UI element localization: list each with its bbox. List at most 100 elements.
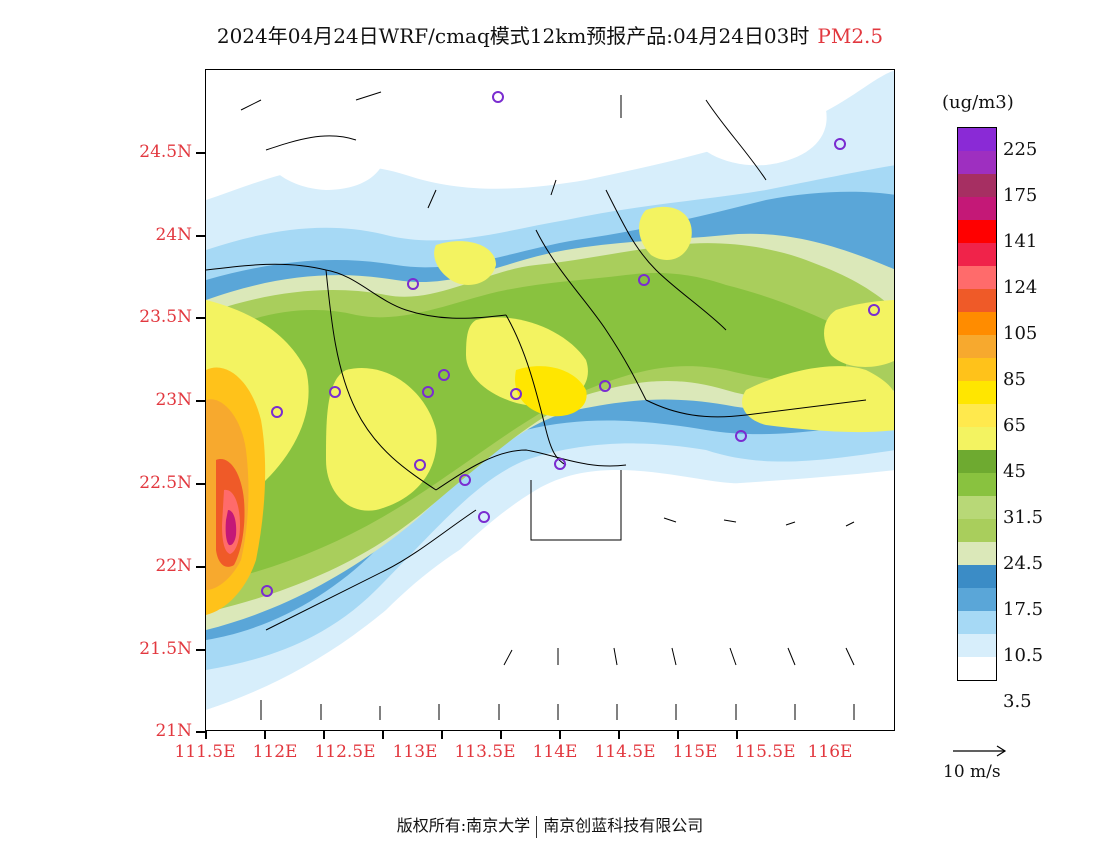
city-marker [834, 138, 846, 150]
color-bar-segment [958, 588, 996, 611]
boundary-5 [645, 399, 867, 418]
yellow-east [742, 366, 894, 433]
lat-label: 23.5N [139, 307, 192, 327]
lat-tick [196, 483, 205, 485]
yellow-northeast [824, 300, 894, 367]
color-bar-segment [958, 519, 996, 542]
city-marker [554, 458, 566, 470]
lon-tick [205, 731, 207, 739]
wind-arrow [240, 99, 262, 111]
city-marker [868, 304, 880, 316]
lat-tick [196, 152, 205, 154]
color-bar-segment [958, 565, 996, 588]
color-bar-segment [958, 542, 996, 565]
map-canvas [206, 70, 894, 730]
lon-label: 116E [807, 742, 853, 762]
color-bar-segment [958, 634, 996, 657]
color-bar-segment [958, 197, 996, 220]
color-bar-segment [958, 128, 996, 151]
lat-label: 22N [155, 556, 192, 576]
color-bar-segment [958, 289, 996, 312]
color-bar-segment [958, 266, 996, 289]
color-bar-label: 24.5 [1003, 553, 1044, 574]
wind-arrow [845, 521, 855, 527]
color-bar-segment [958, 381, 996, 404]
boundary-1 [206, 263, 507, 319]
city-marker [329, 386, 341, 398]
lat-tick [196, 235, 205, 237]
color-bar-segment [958, 427, 996, 450]
wind-arrow [671, 647, 677, 666]
city-marker [459, 474, 471, 486]
city-markers [261, 91, 880, 597]
lon-tick [618, 731, 620, 739]
color-bar-segment [958, 220, 996, 243]
footer-divider [536, 815, 538, 838]
color-bar-label: 65 [1003, 415, 1026, 436]
yellow-core [515, 366, 587, 417]
admin-boundaries [206, 99, 867, 631]
lat-tick [196, 649, 205, 651]
chart-title: 2024年04月24日WRF/cmaq模式12km预报产品:04月24日03时 P… [0, 20, 1100, 49]
lat-tick [196, 731, 205, 733]
wind-arrow [355, 91, 382, 101]
color-bar-segment [958, 657, 996, 680]
lat-label: 22.5N [139, 473, 192, 493]
color-bar-segment [958, 335, 996, 358]
wind-vectors [240, 91, 855, 720]
wind-arrow [613, 647, 618, 666]
lon-label: 113E [392, 742, 438, 762]
title-text: 2024年04月24日WRF/cmaq模式12km预报产品:04月24日03时 [216, 24, 810, 48]
wind-arrow [787, 647, 796, 666]
lon-label: 114.5E [594, 742, 656, 762]
color-bar-segment [958, 174, 996, 197]
sea-clean-area [206, 470, 894, 730]
boundary-4 [535, 229, 647, 401]
lon-label: 115E [672, 742, 718, 762]
lon-tick [323, 731, 325, 739]
boundary-hk [530, 470, 622, 541]
city-marker [261, 585, 273, 597]
color-bar-label: 141 [1003, 231, 1038, 252]
city-marker [599, 380, 611, 392]
lon-label: 113.5E [454, 742, 516, 762]
clean-air-north [404, 87, 547, 186]
copyright-left: 版权所有:南京大学 [396, 816, 531, 835]
lon-label: 114E [532, 742, 578, 762]
wind-arrow [550, 179, 557, 196]
city-marker [478, 511, 490, 523]
lon-tick [382, 731, 384, 739]
boundary-7 [265, 135, 357, 151]
copyright-footer: 版权所有:南京大学 南京创蓝科技有限公司 [0, 812, 1100, 838]
wind-arrow [729, 647, 737, 666]
city-marker [422, 386, 434, 398]
wind-arrow [785, 521, 796, 526]
color-bar-label: 17.5 [1003, 599, 1044, 620]
pollutant-label: PM2.5 [817, 24, 884, 48]
city-marker [510, 388, 522, 400]
city-marker [438, 369, 450, 381]
color-bar-label: 175 [1003, 185, 1038, 206]
wind-reference-arrow [953, 745, 1007, 757]
color-bar-label: 124 [1003, 277, 1038, 298]
color-bar [957, 127, 997, 681]
legend-units: (ug/m3) [942, 92, 1014, 113]
color-bar-segment [958, 496, 996, 519]
color-bar-label: 10.5 [1003, 645, 1044, 666]
lon-label: 112E [252, 742, 298, 762]
city-marker [735, 430, 747, 442]
lon-tick [559, 731, 561, 739]
lon-tick [264, 731, 266, 739]
city-marker [407, 278, 419, 290]
lat-tick [196, 317, 205, 319]
lat-label: 24N [155, 225, 192, 245]
lon-label: 115.5E [734, 742, 796, 762]
lon-tick [677, 731, 679, 739]
wind-arrow [723, 519, 737, 523]
color-bar-segment [958, 473, 996, 496]
copyright-right: 南京创蓝科技有限公司 [543, 816, 704, 835]
boundary-coast-1 [435, 449, 627, 491]
wind-arrow [427, 189, 437, 209]
clean-air-northeast [682, 86, 827, 166]
color-bar-segment [958, 611, 996, 634]
